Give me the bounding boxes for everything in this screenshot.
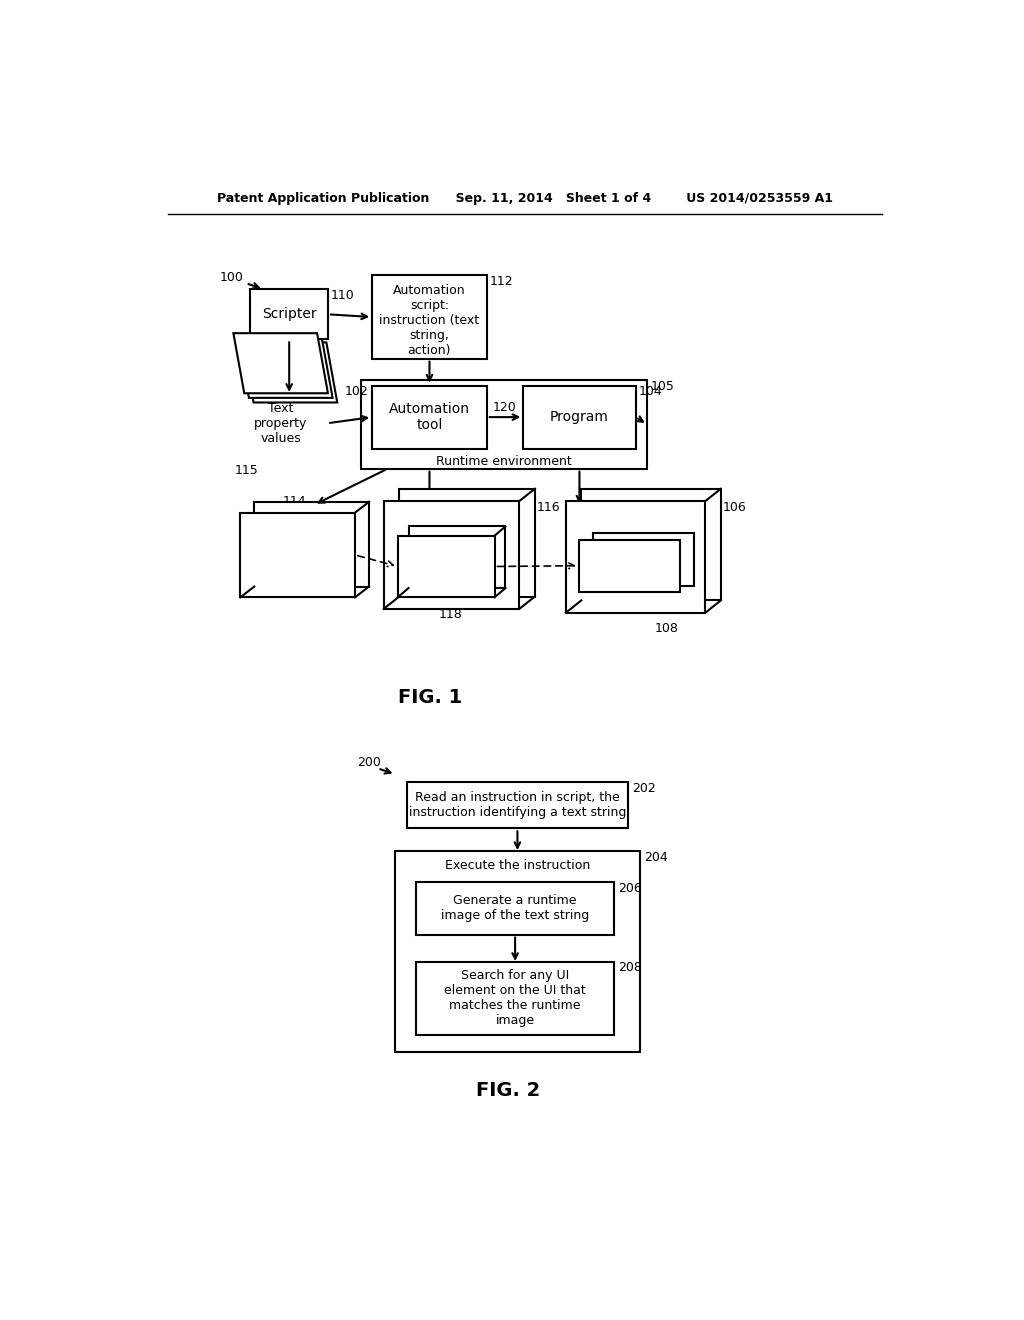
Bar (579, 540, 680, 591)
Bar (417, 961, 614, 1035)
Polygon shape (566, 502, 706, 612)
Text: 112: 112 (489, 275, 514, 288)
Text: 208: 208 (618, 961, 642, 974)
Polygon shape (238, 338, 333, 397)
Bar (593, 533, 693, 586)
Text: Read an instruction in script, the
instruction identifying a text string: Read an instruction in script, the instr… (409, 791, 626, 820)
Text: 100: 100 (219, 271, 244, 284)
Text: 110: 110 (331, 289, 354, 302)
Text: 115: 115 (234, 463, 259, 477)
Text: 206: 206 (618, 882, 642, 895)
Text: UI
element: UI element (617, 545, 670, 574)
Text: Generate a runtime
image of the text string: Generate a runtime image of the text str… (441, 895, 589, 923)
Text: 204: 204 (644, 851, 668, 865)
Polygon shape (254, 502, 369, 586)
Text: Screenshot: Screenshot (417, 507, 486, 520)
Bar (395, 851, 640, 1052)
Text: Program: Program (550, 411, 609, 424)
Text: 200: 200 (356, 756, 381, 770)
Text: Search for any UI
element on the UI that
matches the runtime
image: Search for any UI element on the UI that… (444, 969, 586, 1027)
Text: 102: 102 (345, 385, 369, 399)
Text: UI
element: UI element (603, 552, 655, 579)
Text: 202: 202 (633, 781, 656, 795)
Text: Patent Application Publication      Sep. 11, 2014   Sheet 1 of 4        US 2014/: Patent Application Publication Sep. 11, … (217, 191, 833, 205)
Polygon shape (243, 342, 337, 403)
Text: 114: 114 (283, 495, 306, 508)
Text: 104: 104 (639, 385, 663, 399)
Text: Execute the instruction: Execute the instruction (444, 859, 590, 871)
Text: 106: 106 (722, 500, 746, 513)
Text: 108: 108 (655, 622, 679, 635)
Polygon shape (582, 488, 721, 601)
Bar (523, 385, 636, 449)
Bar (360, 380, 647, 469)
Text: 116: 116 (537, 500, 560, 513)
Text: FIG. 1: FIG. 1 (398, 688, 463, 708)
Polygon shape (233, 333, 328, 393)
Bar (372, 385, 486, 449)
Bar (407, 781, 628, 829)
Text: 118: 118 (438, 607, 462, 620)
Polygon shape (409, 527, 506, 589)
Text: UI: UI (629, 507, 643, 520)
Bar (251, 289, 328, 339)
Text: Scripter: Scripter (262, 308, 316, 321)
Text: FIG. 2: FIG. 2 (475, 1081, 540, 1100)
Text: Automation
script:
instruction (text
string,
action): Automation script: instruction (text str… (380, 284, 479, 358)
Polygon shape (241, 512, 355, 598)
Text: Automation
tool: Automation tool (389, 403, 470, 432)
Polygon shape (397, 536, 495, 598)
Bar (417, 882, 614, 935)
Text: Runtime environment: Runtime environment (436, 454, 571, 467)
Polygon shape (384, 502, 519, 609)
Text: Runtime
image: Runtime image (271, 544, 324, 572)
Text: Area: Area (432, 560, 461, 573)
Text: Text
property
values: Text property values (254, 401, 307, 445)
Text: 105: 105 (650, 380, 674, 393)
Bar (372, 276, 486, 359)
Polygon shape (399, 488, 535, 597)
Text: 120: 120 (493, 401, 517, 414)
